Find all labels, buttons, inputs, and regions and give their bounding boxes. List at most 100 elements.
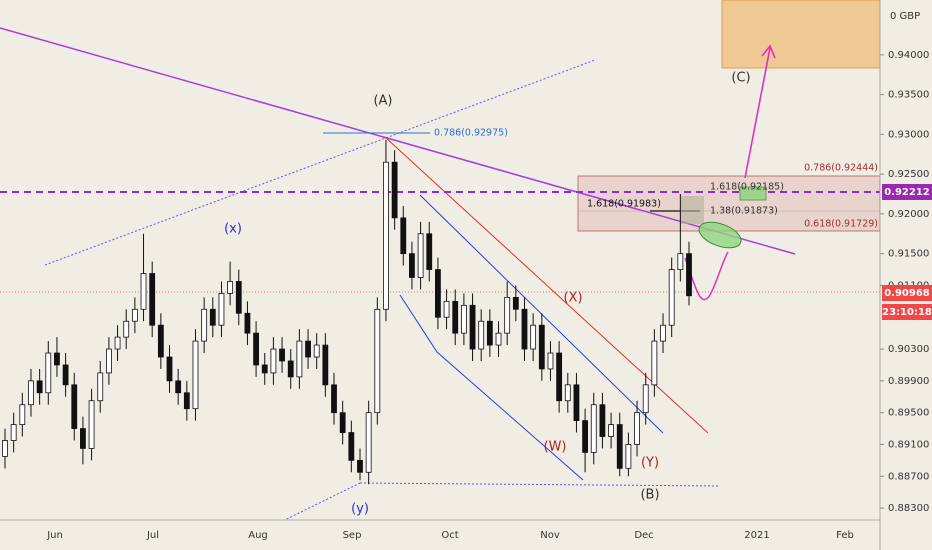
y-tick-label: 0.90300 bbox=[888, 344, 929, 355]
candle-body bbox=[547, 352, 554, 370]
fib-box bbox=[680, 196, 704, 224]
candle-body bbox=[287, 360, 294, 378]
fib-label: 0.786(0.92444) bbox=[804, 163, 878, 174]
candle-body bbox=[521, 308, 528, 350]
fib-label: 1.618(0.92185) bbox=[710, 182, 784, 193]
projection-arrow bbox=[744, 44, 776, 179]
candle-body bbox=[651, 340, 658, 386]
candle-body bbox=[452, 300, 459, 334]
candle-body bbox=[80, 428, 86, 449]
candle-body bbox=[460, 304, 467, 334]
candle-body bbox=[538, 324, 545, 370]
trend-line bbox=[0, 27, 796, 255]
candle-body bbox=[192, 340, 199, 410]
wave-label: (X) bbox=[563, 291, 582, 306]
candle-body bbox=[175, 380, 182, 394]
candle-body bbox=[209, 308, 216, 326]
candle-body bbox=[244, 312, 251, 334]
candle-body bbox=[426, 233, 433, 270]
target-box bbox=[721, 0, 881, 69]
candle-body bbox=[391, 161, 398, 219]
candle-body bbox=[201, 308, 208, 342]
candle-body bbox=[573, 384, 580, 422]
candle-body bbox=[235, 281, 242, 314]
candle-body bbox=[400, 217, 407, 255]
candle-body bbox=[10, 424, 17, 441]
candle-body bbox=[149, 273, 156, 326]
y-tick-label: 0.91500 bbox=[888, 249, 929, 260]
x-tick-label: 2021 bbox=[744, 530, 769, 541]
candle-body bbox=[564, 384, 571, 402]
candle-body bbox=[512, 296, 519, 310]
candle-body bbox=[374, 308, 381, 414]
candle-body bbox=[668, 269, 675, 326]
candle-body bbox=[486, 320, 493, 346]
candle-body bbox=[2, 440, 8, 457]
candle-body bbox=[616, 424, 623, 469]
candle-body bbox=[261, 364, 268, 374]
currency-label: 0 GBP bbox=[890, 11, 920, 22]
candle-body bbox=[71, 384, 78, 429]
x-tick-label: Dec bbox=[634, 530, 653, 541]
x-tick-label: Aug bbox=[248, 530, 268, 541]
badge-label: 23:10:18 bbox=[882, 307, 932, 318]
candle-body bbox=[105, 348, 112, 374]
time-axis bbox=[0, 520, 880, 550]
y-tick-label: 0.92500 bbox=[888, 169, 929, 180]
candle-body bbox=[296, 340, 303, 378]
candle-body bbox=[686, 253, 692, 297]
candle-body bbox=[339, 412, 346, 433]
channel-line bbox=[44, 59, 596, 266]
x-tick-label: Feb bbox=[836, 530, 854, 541]
fib-label: 0.786(0.92975) bbox=[434, 128, 508, 139]
fib-box bbox=[739, 186, 767, 201]
price-axis bbox=[880, 0, 932, 550]
wave-label: (W) bbox=[544, 440, 567, 455]
candle-body bbox=[218, 292, 225, 326]
candle-body bbox=[469, 304, 476, 350]
candle-body bbox=[556, 352, 563, 402]
candle-body bbox=[478, 320, 485, 350]
y-tick-label: 0.92000 bbox=[888, 209, 929, 220]
badge bbox=[882, 304, 932, 320]
candle-body bbox=[227, 281, 234, 294]
fib-label: 1.38(0.91873) bbox=[710, 206, 778, 217]
fib-label: 0.618(0.91729) bbox=[804, 219, 878, 230]
candle-body bbox=[62, 364, 69, 386]
candle-body bbox=[305, 340, 311, 358]
channel-line bbox=[359, 482, 721, 487]
candle-body bbox=[625, 444, 632, 469]
candle-body bbox=[19, 404, 26, 425]
candle-body bbox=[608, 424, 614, 437]
candle-body bbox=[599, 404, 606, 437]
candle-body bbox=[495, 332, 502, 346]
candle-body bbox=[357, 459, 363, 473]
badge-label: 0.92212 bbox=[884, 187, 930, 198]
candle-body bbox=[36, 380, 43, 394]
candle-body bbox=[279, 348, 285, 362]
y-tick-label: 0.88700 bbox=[888, 471, 929, 482]
x-tick-label: Sep bbox=[343, 530, 362, 541]
candle-body bbox=[54, 352, 60, 366]
candle-body bbox=[331, 384, 337, 414]
wave-label: (Y) bbox=[641, 456, 659, 471]
wave-label: (B) bbox=[640, 488, 659, 503]
candle-body bbox=[45, 352, 52, 394]
drawings bbox=[0, 0, 881, 543]
x-tick-label: Oct bbox=[441, 530, 458, 541]
candle-body bbox=[348, 432, 355, 461]
candle-body bbox=[365, 412, 372, 473]
candle-body bbox=[140, 273, 147, 310]
y-tick-label: 0.94000 bbox=[888, 50, 929, 61]
badge bbox=[882, 285, 932, 301]
candle-body bbox=[634, 412, 640, 445]
candle-body bbox=[28, 380, 34, 406]
candle-body bbox=[313, 344, 320, 358]
candle-body bbox=[166, 356, 173, 382]
candle-body bbox=[504, 296, 511, 334]
candle-body bbox=[417, 233, 424, 278]
wave-label: (A) bbox=[373, 94, 392, 109]
candle-body bbox=[270, 348, 277, 374]
